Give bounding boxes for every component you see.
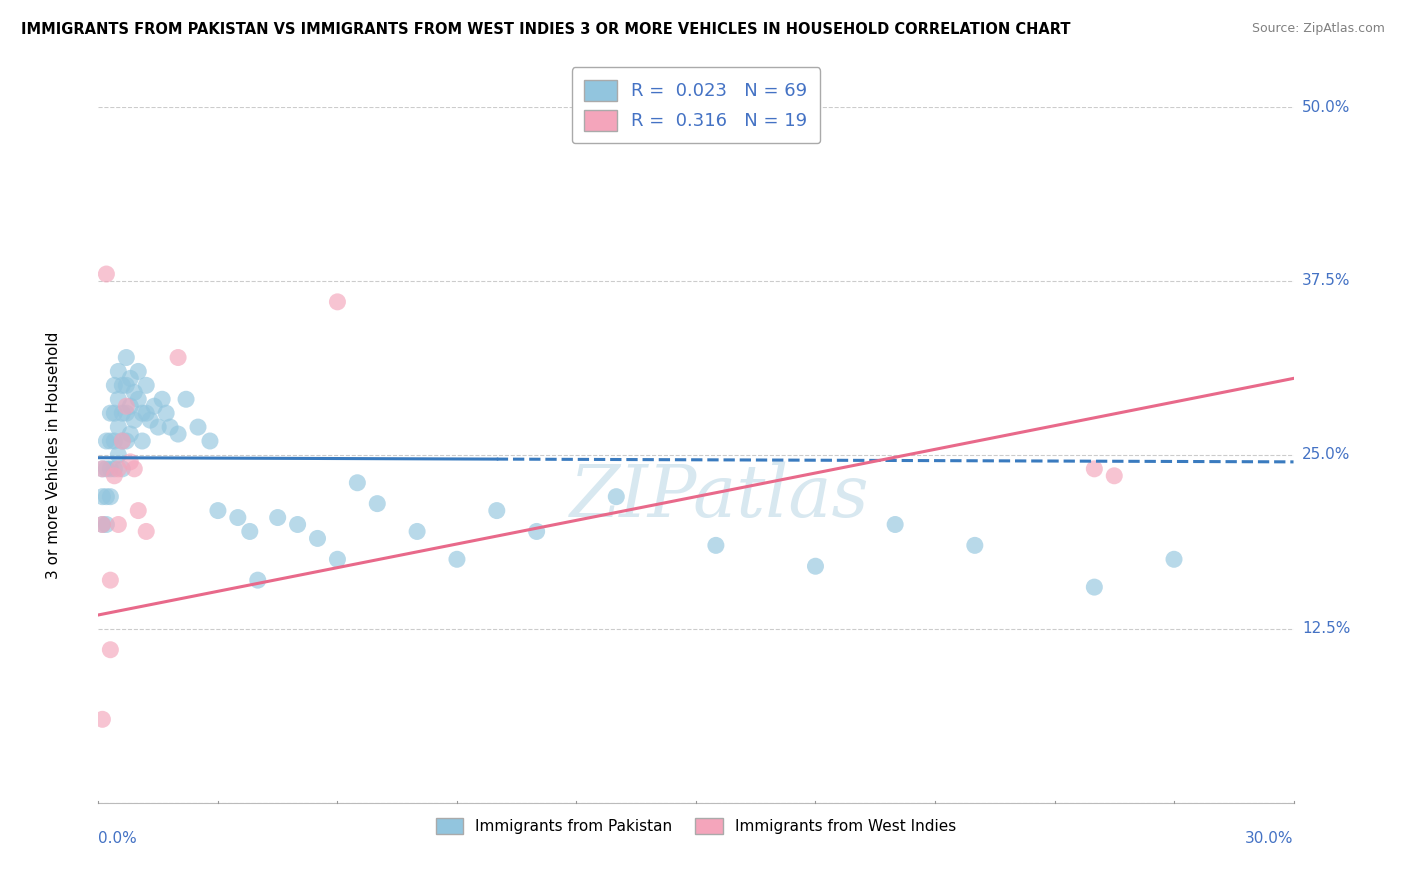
Point [226,510,249,524]
Point [446,552,468,566]
Point [107,462,129,476]
Point [704,538,727,552]
Point [884,517,907,532]
Point [124,413,146,427]
Point [91,490,114,504]
Point [115,406,138,420]
Point [326,552,349,566]
Point [131,406,153,420]
Point [267,510,290,524]
Point [107,392,129,407]
Text: 50.0%: 50.0% [1302,100,1350,114]
Point [963,538,986,552]
Point [406,524,429,539]
Point [107,364,129,378]
Text: ZIPatlas: ZIPatlas [569,461,870,532]
Point [96,267,118,281]
Point [307,532,329,546]
Point [111,434,134,448]
Point [103,378,125,392]
Point [366,497,388,511]
Point [1083,580,1105,594]
Point [127,392,149,407]
Point [91,462,114,476]
Point [120,399,142,413]
Text: 0.0%: 0.0% [98,830,138,846]
Point [135,406,157,420]
Point [91,517,114,532]
Point [124,462,146,476]
Point [135,378,157,392]
Point [167,427,190,442]
Point [1163,552,1185,566]
Point [115,399,138,413]
Point [115,351,138,365]
Point [207,503,229,517]
Point [98,406,122,420]
Point [159,420,181,434]
Text: 25.0%: 25.0% [1302,448,1350,462]
Text: Source: ZipAtlas.com: Source: ZipAtlas.com [1251,22,1385,36]
Point [120,455,142,469]
Point [111,378,134,392]
Point [98,573,122,587]
Text: 3 or more Vehicles in Household: 3 or more Vehicles in Household [45,331,60,579]
Point [96,517,118,532]
Text: 30.0%: 30.0% [1246,830,1294,846]
Point [98,462,122,476]
Point [135,524,157,539]
Point [167,351,190,365]
Point [139,413,162,427]
Point [96,434,118,448]
Point [605,490,627,504]
Point [107,420,129,434]
Text: 12.5%: 12.5% [1302,622,1350,636]
Point [115,434,138,448]
Point [120,427,142,442]
Point [111,434,134,448]
Legend: Immigrants from Pakistan, Immigrants from West Indies: Immigrants from Pakistan, Immigrants fro… [429,813,963,840]
Point [804,559,827,574]
Point [1083,462,1105,476]
Point [287,517,309,532]
Point [96,490,118,504]
Point [96,462,118,476]
Point [148,420,170,434]
Point [155,406,177,420]
Point [111,462,134,476]
Point [198,434,221,448]
Point [98,642,122,657]
Point [239,524,262,539]
Point [115,378,138,392]
Point [526,524,548,539]
Point [326,294,349,309]
Point [103,468,125,483]
Point [124,385,146,400]
Point [91,462,114,476]
Point [103,462,125,476]
Point [127,364,149,378]
Point [91,712,114,726]
Point [98,490,122,504]
Point [111,406,134,420]
Text: IMMIGRANTS FROM PAKISTAN VS IMMIGRANTS FROM WEST INDIES 3 OR MORE VEHICLES IN HO: IMMIGRANTS FROM PAKISTAN VS IMMIGRANTS F… [21,22,1070,37]
Point [187,420,209,434]
Point [91,517,114,532]
Point [98,434,122,448]
Point [107,448,129,462]
Point [127,503,149,517]
Point [174,392,197,407]
Point [131,434,153,448]
Point [107,517,129,532]
Point [485,503,508,517]
Point [103,434,125,448]
Text: 37.5%: 37.5% [1302,274,1350,288]
Point [143,399,166,413]
Point [103,406,125,420]
Point [1104,468,1126,483]
Point [120,371,142,385]
Point [150,392,173,407]
Point [246,573,269,587]
Point [346,475,368,490]
